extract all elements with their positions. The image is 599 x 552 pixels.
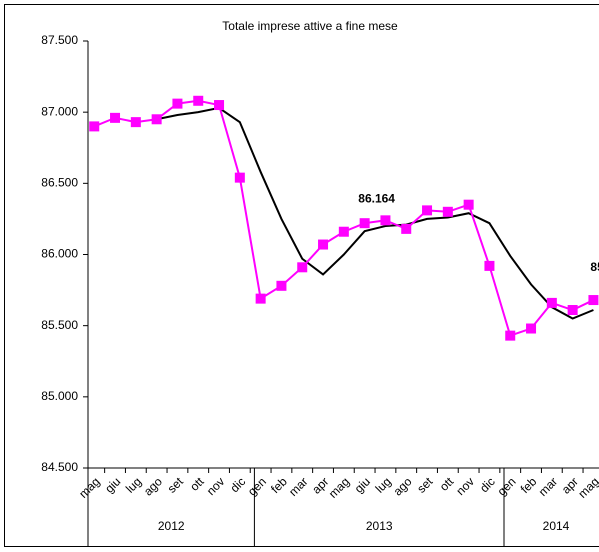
point-marker — [234, 172, 245, 183]
point-marker — [338, 226, 349, 237]
point-marker — [526, 323, 537, 334]
x-tick-label: mar — [286, 474, 311, 499]
point-marker — [546, 297, 557, 308]
point-marker — [567, 305, 578, 316]
point-marker — [214, 100, 225, 111]
point-marker — [318, 239, 329, 250]
y-tick-label: 86.500 — [41, 176, 78, 190]
y-tick-label: 87.500 — [41, 33, 78, 47]
y-tick-label: 87.000 — [41, 104, 78, 118]
x-tick-label: nov — [453, 474, 477, 498]
x-tick-label: ago — [391, 474, 415, 498]
x-tick-label: ott — [187, 474, 207, 494]
series-line — [156, 106, 594, 320]
point-marker — [151, 114, 162, 125]
point-marker — [130, 117, 141, 128]
y-tick-label: 85.500 — [41, 318, 78, 332]
chart-border — [4, 4, 599, 547]
point-marker — [110, 112, 121, 123]
x-tick-label: set — [414, 474, 436, 496]
x-tick-label: feb — [518, 474, 540, 496]
x-tick-label: giu — [352, 474, 373, 495]
y-tick-label: 86.000 — [41, 247, 78, 261]
x-tick-label: ago — [141, 474, 165, 498]
x-tick-label: dic — [477, 474, 498, 495]
point-marker — [401, 223, 412, 234]
point-marker — [255, 293, 266, 304]
x-tick-label: mag — [575, 474, 599, 500]
x-tick-label: mag — [76, 474, 102, 500]
point-marker — [588, 295, 599, 306]
point-marker — [380, 215, 391, 226]
point-marker — [276, 280, 287, 291]
group-label: 2013 — [366, 519, 393, 533]
series-line — [93, 99, 594, 337]
point-marker — [89, 121, 100, 132]
x-tick-label: nov — [204, 474, 228, 498]
point-marker — [442, 206, 453, 217]
point-marker — [484, 260, 495, 271]
point-marker — [505, 330, 516, 341]
point-marker — [297, 262, 308, 273]
y-tick-label: 84.500 — [41, 460, 78, 474]
x-tick-label: lug — [373, 474, 394, 495]
chart-title: Totale imprese attive a fine mese — [222, 19, 398, 33]
x-tick-label: ott — [437, 474, 457, 494]
point-marker — [172, 98, 183, 109]
group-label: 2012 — [158, 519, 185, 533]
y-tick-label: 85.000 — [41, 389, 78, 403]
data-label: 86.164 — [358, 191, 395, 205]
x-tick-label: lug — [123, 474, 144, 495]
x-tick-label: dic — [227, 474, 248, 495]
x-tick-label: giu — [102, 474, 123, 495]
x-tick-label: mar — [536, 474, 561, 499]
point-marker — [463, 199, 474, 210]
point-marker — [359, 218, 370, 229]
x-tick-label: gen — [495, 474, 519, 498]
group-label: 2014 — [543, 519, 570, 533]
x-tick-label: feb — [268, 474, 290, 496]
data-label: 85.68 — [590, 260, 599, 274]
x-tick-label: mag — [326, 474, 352, 500]
x-tick-label: gen — [245, 474, 269, 498]
x-tick-label: set — [165, 474, 187, 496]
point-marker — [422, 205, 433, 216]
point-marker — [193, 95, 204, 106]
